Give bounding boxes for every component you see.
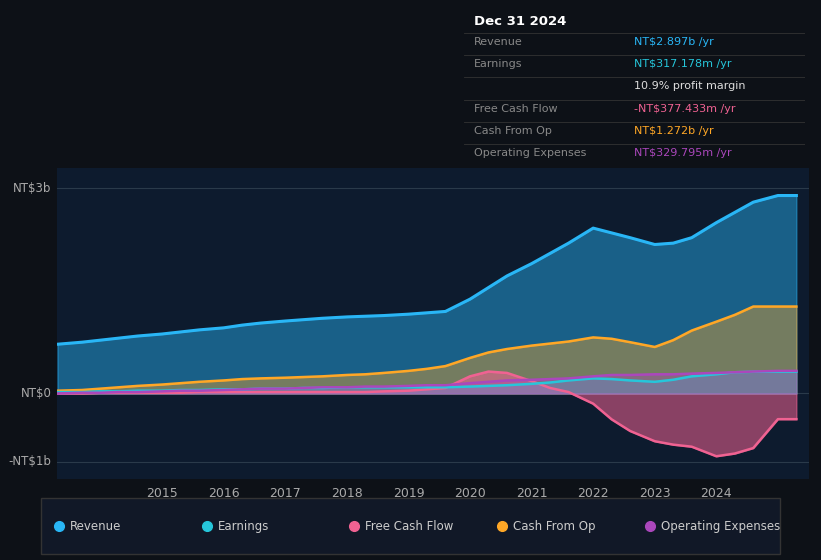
Text: Operating Expenses: Operating Expenses xyxy=(661,520,780,533)
Text: Free Cash Flow: Free Cash Flow xyxy=(474,104,557,114)
Text: NT$329.795m /yr: NT$329.795m /yr xyxy=(635,148,732,158)
FancyBboxPatch shape xyxy=(41,498,780,554)
Text: Earnings: Earnings xyxy=(474,59,523,69)
Text: Revenue: Revenue xyxy=(70,520,122,533)
Text: Revenue: Revenue xyxy=(474,37,523,47)
Text: 10.9% profit margin: 10.9% profit margin xyxy=(635,81,745,91)
Text: -NT$1b: -NT$1b xyxy=(8,455,52,468)
Text: Operating Expenses: Operating Expenses xyxy=(474,148,586,158)
Text: NT$3b: NT$3b xyxy=(13,182,52,195)
Text: NT$2.897b /yr: NT$2.897b /yr xyxy=(635,37,714,47)
Text: NT$1.272b /yr: NT$1.272b /yr xyxy=(635,126,713,136)
Text: Earnings: Earnings xyxy=(218,520,269,533)
Text: Free Cash Flow: Free Cash Flow xyxy=(365,520,454,533)
Text: Dec 31 2024: Dec 31 2024 xyxy=(474,15,566,28)
Text: -NT$377.433m /yr: -NT$377.433m /yr xyxy=(635,104,736,114)
Text: Cash From Op: Cash From Op xyxy=(474,126,552,136)
Text: NT$317.178m /yr: NT$317.178m /yr xyxy=(635,59,732,69)
Text: NT$0: NT$0 xyxy=(21,387,52,400)
Text: Cash From Op: Cash From Op xyxy=(513,520,596,533)
